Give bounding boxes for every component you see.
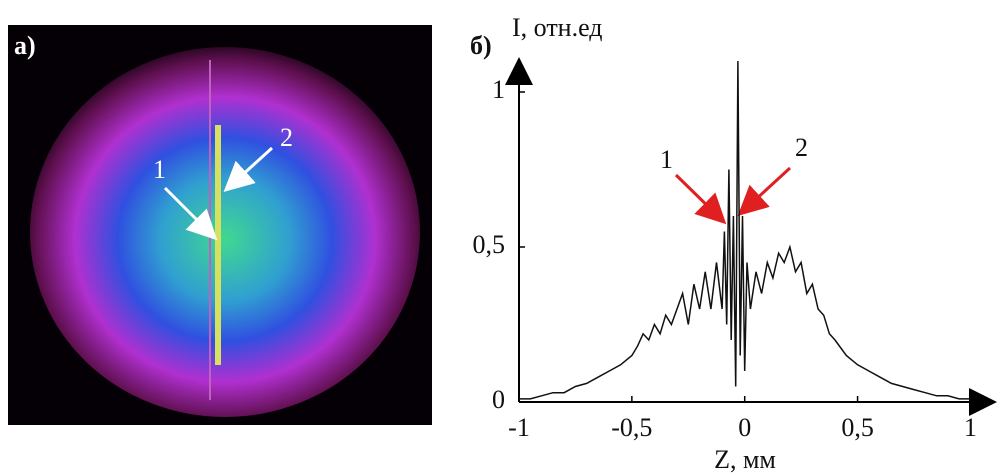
arrow [674,173,727,225]
beam-image [30,47,420,417]
arrow [223,146,274,193]
annotation: 1 [153,155,166,184]
x-tick-label: -0,5 [611,413,652,442]
y-tick-label: 1 [492,75,505,104]
panel-label: а) [14,31,36,60]
x-tick-label: 1 [964,413,977,442]
panel-label: б) [470,31,492,60]
x-tick-label: 0 [738,413,751,442]
line-series [519,60,971,400]
y-tick-label: 0,5 [473,230,506,259]
bright-line [215,125,221,365]
x-tick-label: -1 [508,413,530,442]
y-tick-label: 0 [492,385,505,414]
panel-b: б) I, отн.ед Z, мм 1 2 -1 -0,5 0 0,5 1 0 0,5 1 [470,13,997,474]
y-axis-label: I, отн.ед [512,13,603,42]
annotation: 1 [660,145,673,174]
panel-a: а) 1 2 [8,25,432,425]
arrow [163,186,218,241]
x-axis-label: Z, мм [714,445,776,474]
arrow [737,166,792,217]
x-tick-label: 0,5 [841,413,874,442]
annotation: 2 [795,133,808,162]
annotation: 2 [280,123,293,152]
